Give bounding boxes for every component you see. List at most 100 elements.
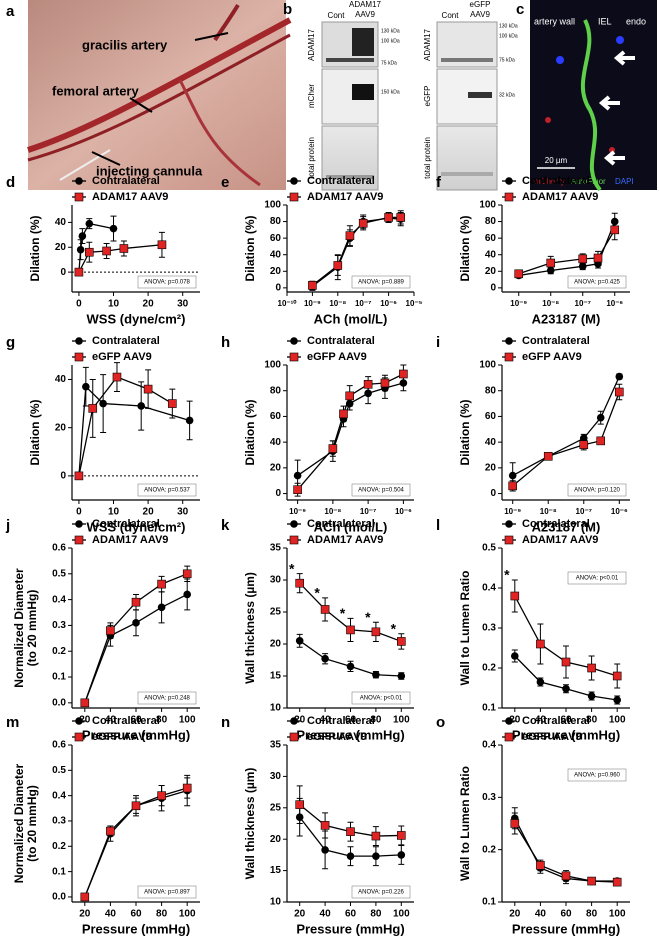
legend-label: Contralateral [92, 175, 160, 187]
data-point [106, 626, 115, 635]
data-point [543, 451, 553, 461]
x-tick-label: 10⁻⁷ [355, 299, 371, 308]
y-axis-label: (to 20 mmHg) [25, 590, 39, 667]
y-tick-label: 100 [479, 200, 496, 211]
legend-marker [505, 177, 513, 185]
x-tick-label: 100 [609, 715, 626, 726]
x-tick-label: 10⁻⁷ [360, 507, 376, 516]
x-axis-label: Pressure (mmHg) [296, 727, 404, 742]
y-tick-label: 40 [270, 249, 282, 260]
data-point [84, 247, 94, 257]
lane-label: Cont [328, 11, 346, 20]
legend-label: Contralateral [307, 715, 375, 727]
data-point [508, 471, 517, 480]
x-tick-label: 80 [156, 715, 168, 726]
size-label: 100 kDa [381, 38, 400, 44]
y-axis-label: Wall to Lumen Ratio [458, 571, 472, 686]
x-axis-label: Pressure (mmHg) [82, 921, 190, 936]
data-point [593, 253, 603, 263]
panel-letter: j [5, 517, 10, 534]
x-tick-label: 20 [79, 715, 91, 726]
nucleus [616, 36, 624, 44]
legend-label: Contralateral [92, 715, 160, 727]
legend-marker [74, 732, 84, 742]
data-point [80, 892, 90, 902]
anova-label: ANOVA: p<0.01 [360, 696, 403, 702]
data-point [384, 213, 393, 222]
x-axis-label: A23187 (M) [532, 311, 601, 326]
panel-letter: l [436, 517, 440, 534]
y-tick-label: 40 [270, 437, 282, 448]
panel-letter: i [436, 334, 440, 351]
mcherry [545, 117, 551, 123]
y-tick-label: 0 [60, 267, 66, 278]
data-point [345, 231, 355, 240]
legend-marker [505, 337, 513, 345]
data-point [371, 831, 381, 841]
x-tick-label: 40 [105, 715, 117, 726]
data-point [610, 225, 620, 235]
y-tick-label: 20 [270, 834, 282, 845]
data-point [508, 481, 517, 491]
panel-letter: b [283, 1, 292, 18]
data-point [596, 436, 606, 446]
x-tick-label: 40 [535, 909, 547, 920]
data-point [396, 831, 406, 840]
x-tick-label: 40 [320, 909, 332, 920]
x-tick-label: 20 [294, 715, 306, 726]
channel-label: DAPI [615, 177, 634, 186]
panel-letter: m [6, 714, 19, 731]
x-tick-label: 10 [108, 299, 120, 310]
data-point [615, 372, 624, 381]
data-point [157, 603, 166, 612]
anova-box [567, 571, 627, 585]
y-tick-label: 20 [55, 242, 67, 253]
x-axis-label: Pressure (mmHg) [512, 921, 620, 936]
photo-label: gracilis artery [82, 37, 168, 52]
arrow [129, 97, 153, 113]
y-tick-label: 0.3 [482, 623, 496, 634]
y-axis-label: Dilation (%) [28, 400, 42, 466]
anova-label: ANOVA: p=0.248 [144, 696, 190, 702]
size-label: 75 kDa [381, 60, 397, 66]
data-point [346, 625, 355, 635]
legend-marker [505, 520, 513, 528]
legend-marker [290, 520, 298, 528]
panel-letter: n [221, 714, 230, 731]
size-label: 130 kDa [499, 23, 518, 29]
band [468, 92, 492, 98]
data-point [510, 819, 520, 828]
data-point [88, 404, 98, 413]
significance-label: * [289, 560, 295, 576]
anova-box [567, 275, 627, 289]
data-point [346, 827, 355, 836]
data-point [182, 783, 192, 793]
y-tick-label: 40 [55, 374, 67, 385]
y-tick-label: 0 [275, 488, 281, 499]
data-point [295, 800, 305, 809]
y-tick-label: 0.2 [482, 844, 496, 855]
data-point [157, 791, 166, 800]
arrow [613, 50, 635, 66]
x-axis-label: Pressure (mmHg) [296, 921, 404, 936]
data-point [371, 627, 381, 637]
x-tick-label: 10⁻⁸ [324, 507, 341, 516]
legend-marker [289, 192, 299, 202]
x-axis-label: ACh (mol/L) [314, 311, 388, 326]
y-tick-label: 15 [270, 671, 282, 682]
legend-marker [289, 352, 299, 362]
x-tick-label: 100 [609, 909, 626, 920]
blot [321, 125, 379, 191]
data-point [397, 672, 406, 680]
y-tick-label: 0 [490, 282, 496, 293]
y-tick-label: 40 [485, 249, 497, 260]
y-axis-label: Dilation (%) [458, 400, 472, 466]
y-axis-label: (to 20 mmHg) [25, 785, 39, 862]
data-point [346, 662, 355, 671]
legend-marker [505, 717, 513, 725]
y-tick-label: 0.3 [482, 792, 496, 803]
photo-label: injecting cannula [96, 163, 203, 178]
size-label: 32 kDa [499, 92, 515, 98]
data-point [333, 261, 343, 270]
x-tick-label: 10⁻⁸ [542, 299, 559, 308]
